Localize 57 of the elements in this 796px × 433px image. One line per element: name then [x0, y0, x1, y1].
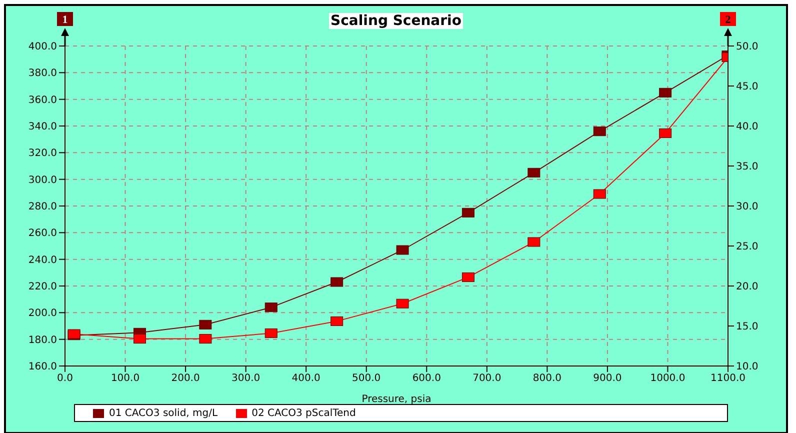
point	[264, 328, 278, 338]
point	[593, 189, 606, 199]
legend-label: 02 CACO3 pScalTend	[250, 408, 356, 418]
x-tick-label: 1000.0	[650, 373, 686, 384]
x-tick-label: 200.0	[171, 373, 200, 384]
y2-tick-label: 25.0	[736, 242, 758, 253]
y-tick-label: 200.0	[28, 308, 57, 320]
point	[462, 272, 474, 282]
legend-label: 01 CACO3 solid, mg/L	[108, 408, 218, 418]
y-tick-label: 360.0	[28, 94, 57, 106]
y-axis-title: 1	[62, 14, 68, 26]
x-axis-title: Pressure, psia	[362, 394, 432, 405]
y-tick-label: 160.0	[28, 362, 57, 373]
y2-tick-label: 30.0	[736, 202, 758, 213]
point	[593, 126, 606, 136]
y-tick-label: 320.0	[28, 148, 57, 160]
point	[659, 88, 672, 98]
x-tick-label: 500.0	[352, 373, 381, 384]
y2-axis-title: 2	[725, 14, 732, 26]
point	[330, 316, 344, 326]
chart-title: Scaling Scenario	[328, 13, 464, 29]
x-tick-label: 300.0	[232, 373, 260, 384]
y2-tick-label: 10.0	[736, 362, 758, 373]
y-tick-label: 220.0	[28, 282, 57, 293]
y2-tick-label: 20.0	[736, 282, 758, 293]
y2-tick-label: 15.0	[736, 322, 758, 333]
y2-tick-label: 50.0	[736, 42, 758, 53]
point	[462, 208, 474, 218]
y-tick-label: 340.0	[28, 122, 57, 133]
y-tick-label: 180.0	[28, 334, 57, 346]
x-tick-label: 0.0	[57, 373, 73, 384]
x-tick-label: 800.0	[532, 373, 562, 384]
y-tick-label: 240.0	[28, 254, 57, 266]
y-tick-label: 380.0	[28, 68, 57, 80]
point	[396, 245, 409, 255]
y-tick-label: 280.0	[28, 202, 57, 213]
x-tick-label: 1100.0	[710, 373, 746, 384]
point	[659, 128, 672, 138]
point	[199, 334, 212, 344]
y-tick-label: 260.0	[28, 228, 57, 240]
y2-tick-label: 40.0	[736, 122, 758, 133]
y-tick-label: 300.0	[28, 174, 57, 186]
point	[396, 298, 409, 308]
point	[199, 320, 212, 330]
x-tick-label: 400.0	[292, 373, 320, 384]
point	[528, 237, 540, 247]
y-tick-label: 400.0	[28, 42, 57, 53]
x-tick-label: 700.0	[472, 373, 502, 384]
x-tick-label: 900.0	[593, 373, 622, 384]
y2-tick-label: 35.0	[736, 162, 758, 173]
x-tick-label: 100.0	[110, 373, 140, 384]
point	[133, 334, 146, 344]
y2-tick-label: 45.0	[736, 82, 758, 93]
point	[264, 302, 278, 312]
point	[528, 168, 540, 178]
x-tick-label: 600.0	[412, 373, 441, 384]
point	[330, 277, 344, 287]
